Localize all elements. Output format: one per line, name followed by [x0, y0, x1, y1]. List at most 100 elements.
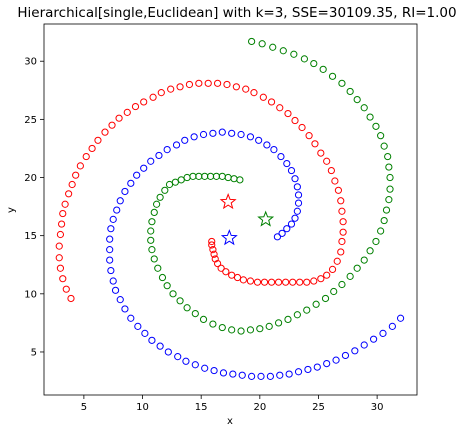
- data-point: [294, 199, 303, 207]
- data-point: [382, 206, 391, 214]
- data-point: [321, 294, 330, 303]
- data-point: [171, 178, 179, 186]
- data-point: [57, 220, 66, 228]
- data-point: [246, 326, 255, 334]
- data-point: [156, 342, 164, 350]
- data-point: [380, 216, 388, 225]
- data-point: [291, 116, 299, 125]
- data-point: [323, 271, 331, 279]
- data-point: [267, 98, 276, 106]
- data-point: [366, 113, 374, 121]
- data-point: [167, 85, 175, 93]
- y-tick-label: 20: [24, 173, 37, 184]
- data-point: [127, 314, 135, 322]
- data-point: [147, 227, 155, 235]
- data-point: [201, 364, 209, 372]
- data-point: [317, 275, 325, 283]
- data-point: [379, 329, 387, 337]
- data-point: [131, 102, 140, 111]
- data-point: [106, 235, 114, 243]
- x-tick-label: 5: [81, 402, 87, 413]
- data-point: [183, 304, 191, 312]
- data-point: [385, 163, 393, 171]
- data-point: [116, 197, 124, 205]
- data-point: [176, 297, 184, 305]
- data-point: [372, 237, 380, 246]
- data-point: [68, 180, 76, 189]
- data-point: [269, 43, 277, 51]
- data-point: [311, 140, 319, 148]
- y-axis: 5 10 15 20 25 30: [24, 57, 44, 358]
- data-point: [195, 79, 203, 87]
- data-point: [67, 294, 75, 303]
- data-point: [337, 248, 345, 256]
- data-point: [109, 277, 117, 285]
- centroid-star-marker: [220, 229, 238, 246]
- data-point: [341, 351, 350, 360]
- data-point: [228, 271, 236, 279]
- data-point: [150, 208, 158, 217]
- data-point: [289, 278, 297, 286]
- data-point: [274, 278, 283, 286]
- x-tick-label: 10: [136, 402, 149, 413]
- data-point: [310, 59, 318, 68]
- data-point: [191, 309, 199, 318]
- data-point: [61, 200, 69, 208]
- data-point: [59, 209, 67, 218]
- data-point: [172, 141, 181, 149]
- data-point: [208, 241, 216, 249]
- data-point: [248, 37, 256, 46]
- data-point: [158, 273, 167, 282]
- data-point: [218, 128, 226, 136]
- data-point: [111, 286, 120, 294]
- data-point: [233, 273, 242, 282]
- data-point: [177, 176, 185, 184]
- data-point: [334, 186, 343, 194]
- data-point: [294, 368, 303, 376]
- data-point: [174, 353, 182, 361]
- y-axis-label: y: [6, 207, 17, 213]
- scatter-points: [55, 37, 405, 380]
- data-point: [328, 265, 337, 273]
- data-point: [239, 276, 248, 284]
- data-point: [366, 247, 374, 255]
- data-point: [290, 50, 298, 58]
- data-point: [191, 361, 199, 369]
- data-point: [298, 123, 306, 132]
- data-point: [284, 315, 292, 324]
- data-point: [282, 278, 290, 286]
- x-axis-label: x: [227, 416, 233, 427]
- data-point: [256, 325, 264, 333]
- data-point: [56, 264, 65, 272]
- plot-area: [43, 23, 418, 396]
- data-point: [291, 175, 299, 183]
- data-point: [209, 320, 217, 328]
- x-tick-label: 15: [195, 402, 208, 413]
- data-point: [353, 95, 361, 104]
- data-point: [257, 372, 265, 380]
- data-point: [388, 322, 396, 330]
- data-point: [94, 136, 102, 144]
- data-point: [236, 176, 244, 184]
- data-point: [263, 141, 271, 149]
- data-point: [155, 151, 163, 160]
- data-point: [148, 218, 156, 226]
- data-point: [386, 173, 394, 182]
- data-point: [209, 246, 217, 254]
- data-point: [338, 79, 346, 87]
- data-point: [211, 255, 219, 263]
- data-point: [370, 335, 378, 343]
- data-point: [134, 322, 142, 330]
- data-point: [248, 372, 256, 380]
- data-point: [284, 109, 292, 118]
- data-point: [300, 55, 308, 63]
- data-point: [199, 315, 208, 324]
- data-point: [386, 185, 394, 193]
- data-point: [380, 142, 388, 150]
- data-point: [346, 87, 354, 96]
- data-point: [338, 280, 346, 289]
- centroid-star-marker: [219, 193, 237, 210]
- data-point: [327, 166, 335, 175]
- y-tick-label: 30: [24, 57, 37, 68]
